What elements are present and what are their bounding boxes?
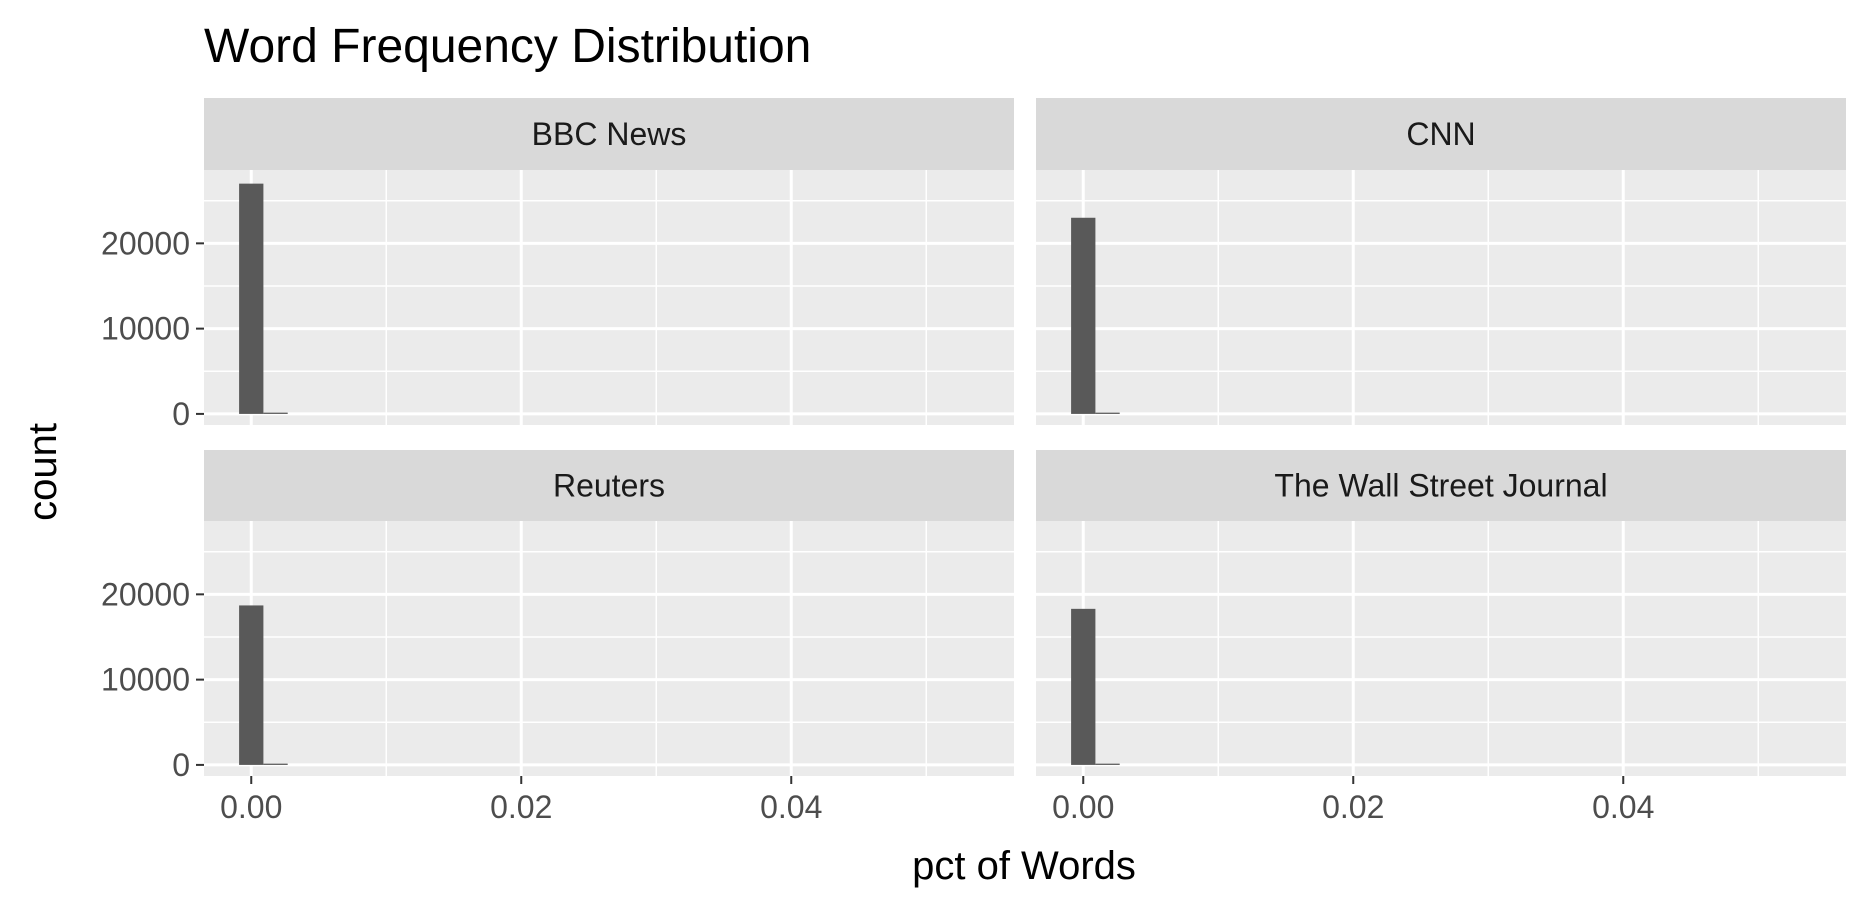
panel-background xyxy=(1036,521,1846,776)
histogram-bar xyxy=(239,183,264,414)
y-tick-label: 10000 xyxy=(101,662,190,698)
facet-panel: Reuters 0 10000 20000 0.00 0.02 0.04 xyxy=(101,450,1014,825)
chart-title: Word Frequency Distribution xyxy=(204,20,811,73)
facet-strip xyxy=(1036,98,1846,170)
histogram-bar xyxy=(1071,217,1096,414)
panel-background xyxy=(204,170,1014,425)
facet-panels: BBC News 0 10000 20000 CNN Reuters 0 10000 20000… xyxy=(101,98,1846,825)
histogram-bar xyxy=(263,412,288,414)
y-tick-label: 20000 xyxy=(101,225,190,261)
y-tick-label: 0 xyxy=(172,747,190,783)
x-tick-label: 0.04 xyxy=(1592,789,1654,825)
x-tick-label: 0.02 xyxy=(1322,789,1384,825)
facet-panel: BBC News 0 10000 20000 xyxy=(101,98,1014,432)
y-axis-title: count xyxy=(21,423,65,521)
facet-strip-label: The Wall Street Journal xyxy=(1274,468,1607,504)
histogram-bar xyxy=(263,763,288,765)
panel-background xyxy=(1036,170,1846,425)
y-tick-label: 0 xyxy=(172,396,190,432)
facet-strip-label: CNN xyxy=(1406,116,1475,152)
histogram-bar xyxy=(1071,608,1096,765)
facet-panel: CNN xyxy=(1036,98,1846,425)
facet-strip xyxy=(204,450,1014,521)
y-tick-label: 20000 xyxy=(101,576,190,612)
facet-panel: The Wall Street Journal 0.00 0.02 0.04 xyxy=(1036,450,1846,825)
x-axis-title: pct of Words xyxy=(912,844,1136,888)
x-tick-label: 0.04 xyxy=(760,789,822,825)
histogram-bar xyxy=(1095,763,1120,765)
histogram-bar xyxy=(1095,412,1120,414)
x-tick-label: 0.00 xyxy=(1052,789,1114,825)
facet-strip-label: BBC News xyxy=(532,116,687,152)
facet-strip xyxy=(1036,450,1846,521)
facet-strip-label: Reuters xyxy=(553,468,665,504)
y-tick-label: 10000 xyxy=(101,311,190,347)
histogram-bar xyxy=(239,605,264,765)
facet-strip xyxy=(204,98,1014,170)
panel-background xyxy=(204,521,1014,776)
x-tick-label: 0.02 xyxy=(490,789,552,825)
x-tick-label: 0.00 xyxy=(220,789,282,825)
